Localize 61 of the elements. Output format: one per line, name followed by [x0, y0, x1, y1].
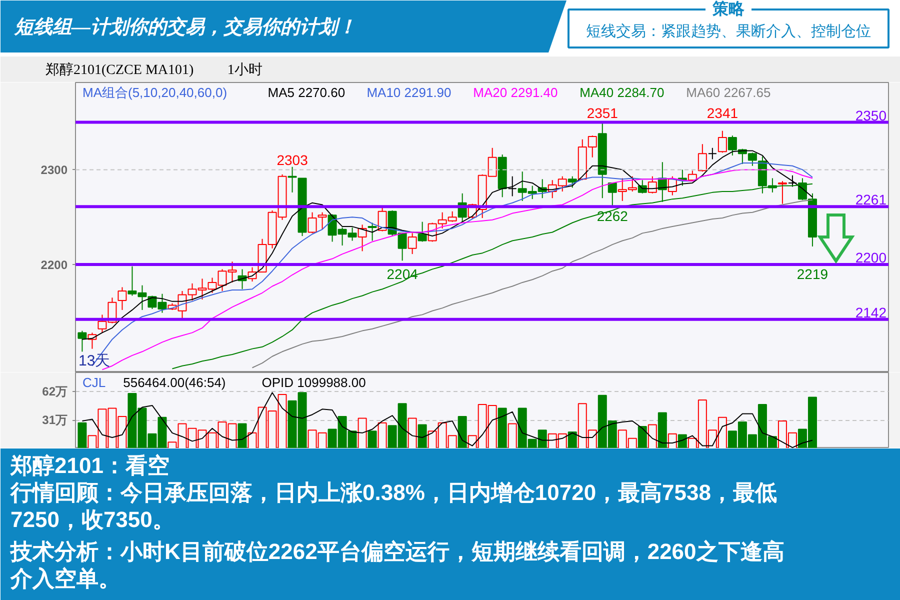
candlestick [508, 176, 517, 197]
candlestick [718, 130, 727, 154]
candlestick [118, 286, 127, 310]
bar [78, 422, 87, 448]
annotation: 2204 [386, 266, 418, 282]
text: MA10 2291.90 [366, 85, 452, 100]
text: MA40 2284.70 [580, 85, 664, 100]
candlestick [408, 232, 417, 255]
text: MA5 2270.60 [268, 85, 346, 100]
bar [368, 430, 377, 448]
text: 短线交易：紧跟趋势、果断介入、控制仓位 [586, 23, 871, 40]
text: MA60 2267.65 [686, 85, 771, 100]
y-tick-label: 62万 [42, 384, 68, 399]
ref-line-label: 2350 [855, 107, 887, 124]
candlestick [318, 212, 327, 230]
bar [458, 416, 467, 448]
legend-title: MA组合(5,10,20,40,60,0) [82, 85, 228, 100]
annotation: 556464.00(46:54) [123, 375, 226, 390]
chart-title: 郑醇2101(CZCE MA101) [46, 62, 194, 78]
candlestick [308, 212, 317, 234]
candlestick [698, 144, 707, 172]
ref-line-label: 2142 [855, 304, 887, 320]
candlestick [378, 207, 387, 232]
annotation: 13天 [78, 352, 110, 370]
candlestick [608, 182, 617, 206]
annotation: 2262 [596, 208, 628, 224]
bar [418, 424, 427, 448]
annotation: 2341 [706, 104, 738, 121]
candlestick [288, 166, 297, 193]
annotation: 2219 [796, 266, 828, 282]
candlestick [788, 174, 797, 188]
text: 郑醇2101：看空 [10, 453, 170, 478]
bar [498, 408, 507, 448]
candlestick [368, 222, 377, 242]
bar [678, 434, 687, 448]
candlestick [778, 180, 787, 204]
line-series [82, 392, 813, 448]
annotation: OPID 1099988.00 [262, 375, 366, 390]
chart-subtitle: 1小时 [227, 62, 262, 78]
annotation: 2303 [276, 152, 308, 168]
candlestick [418, 221, 427, 242]
candlestick [708, 147, 717, 160]
text: 策略 [712, 0, 746, 18]
text: 行情回顾：今日承压回落，日内上涨0.38%，日内增仓10720，最高7538，最低7250，收7350。 [10, 480, 777, 532]
bar [638, 426, 647, 448]
y-tick-label: 31万 [42, 413, 68, 428]
y-tick-label: 2300 [40, 163, 68, 178]
bar [658, 412, 667, 448]
candlestick [78, 330, 87, 352]
annotation: CJL [82, 375, 106, 390]
text: 短线组—计划你的交易，交易你的计划！ [14, 16, 356, 38]
ref-line-label: 2261 [855, 192, 887, 208]
text: 技术分析：小时K目前破位2262平台偏空运行，短期继续看回调，2260之下逢高介入空单。 [10, 539, 784, 591]
annotation: 2351 [586, 104, 618, 121]
candlestick [568, 176, 577, 188]
bar [238, 423, 247, 448]
candlestick [648, 176, 657, 194]
text: MA20 2291.40 [473, 85, 558, 100]
bar [568, 432, 577, 448]
y-tick-label: 2200 [40, 258, 68, 272]
ref-line-label: 2200 [855, 249, 887, 266]
